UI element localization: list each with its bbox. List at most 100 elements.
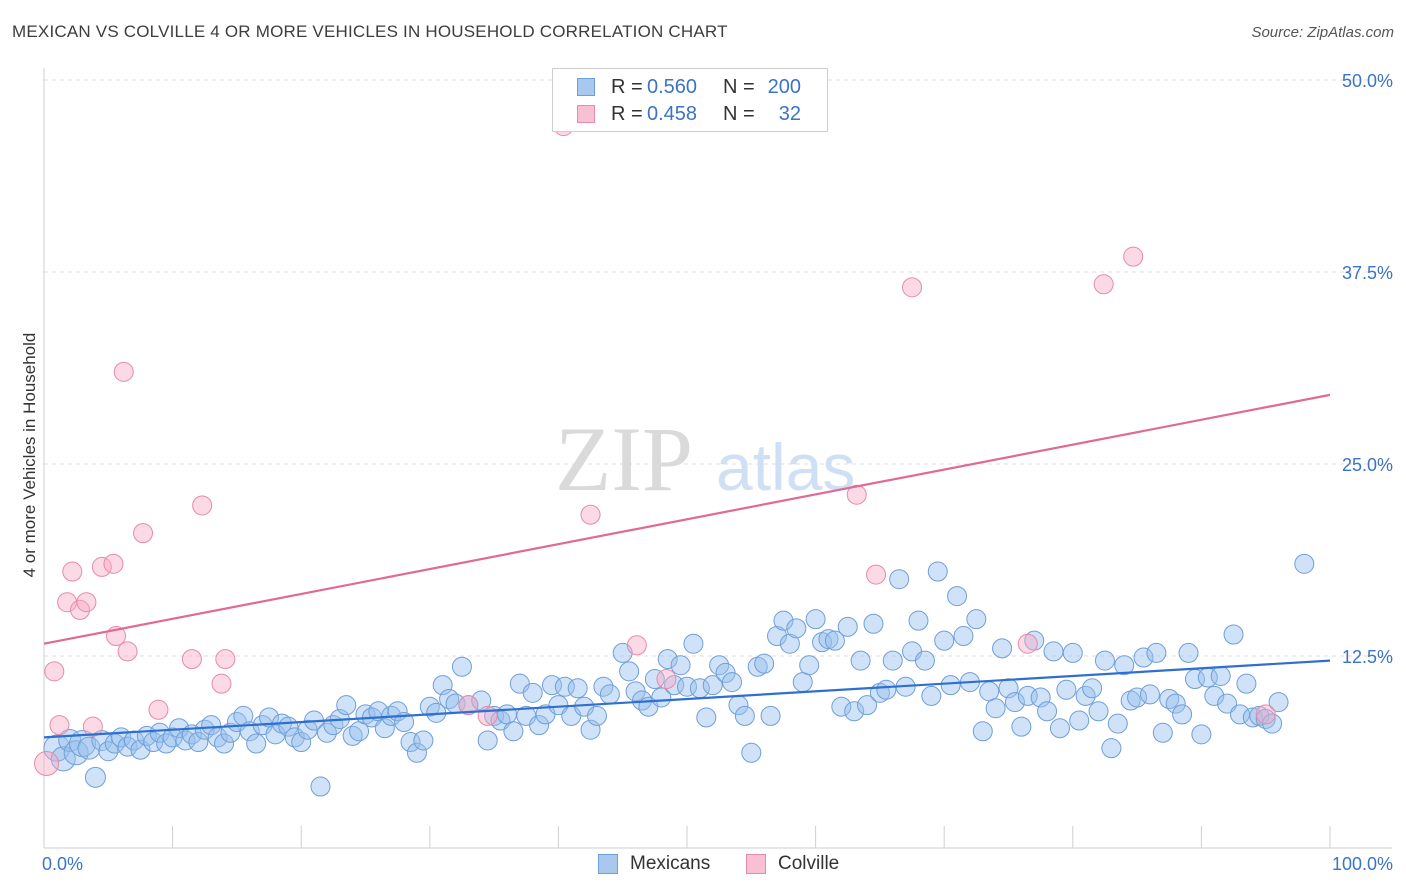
data-point-mexicans [43, 734, 71, 762]
data-point-colville [846, 484, 867, 505]
data-point-mexicans [921, 685, 942, 706]
watermark-zip: ZIP [555, 408, 693, 510]
data-point-mexicans [554, 676, 575, 697]
data-point-mexicans [50, 746, 76, 772]
data-point-colville [117, 641, 138, 662]
data-point-mexicans [1236, 673, 1257, 694]
data-point-colville [458, 695, 479, 716]
data-point-mexicans [156, 733, 177, 754]
data-point-mexicans [992, 638, 1013, 659]
data-point-mexicans [1242, 707, 1263, 728]
legend-swatch-colville [577, 105, 595, 123]
legend-label-mexicans: Mexicans [630, 853, 711, 874]
data-point-colville [902, 277, 923, 298]
data-point-mexicans [529, 715, 550, 736]
data-point-mexicans [1172, 704, 1193, 725]
data-point-mexicans [1139, 684, 1160, 705]
data-point-colville [82, 716, 103, 737]
data-point-mexicans [77, 736, 101, 760]
data-point-mexicans [496, 704, 517, 725]
data-point-colville [44, 661, 65, 682]
data-point-colville [148, 699, 169, 720]
data-point-mexicans [239, 721, 260, 742]
data-point-mexicans [214, 733, 235, 754]
data-point-mexicans [1062, 642, 1083, 663]
data-point-mexicans [1094, 650, 1115, 671]
data-point-colville [49, 715, 70, 736]
data-point-mexicans [1011, 716, 1032, 737]
data-point-mexicans [1210, 665, 1231, 686]
data-point-mexicans [419, 696, 440, 717]
grid-lines [44, 79, 1390, 657]
data-point-mexicans [503, 721, 524, 742]
data-point-mexicans [702, 675, 723, 696]
data-point-mexicans [760, 705, 781, 726]
data-point-mexicans [953, 626, 974, 647]
data-point-mexicans [857, 695, 878, 716]
data-point-mexicans [786, 618, 807, 639]
data-point-mexicans [1127, 687, 1148, 708]
data-point-mexicans [696, 707, 717, 728]
data-point-colville [70, 599, 91, 620]
legend-swatch-mexicans [577, 78, 595, 96]
data-point-colville [113, 361, 134, 382]
series-colville [34, 116, 1276, 777]
data-point-mexicans [117, 736, 138, 757]
legend-r-value: 0.560 [647, 76, 698, 98]
axes [43, 68, 1392, 849]
data-point-mexicans [651, 687, 672, 708]
data-point-colville [133, 523, 154, 544]
data-point-mexicans [850, 650, 871, 671]
series-legend: Mexicans Colville [0, 852, 1406, 878]
data-point-mexicans [754, 653, 775, 674]
data-point-mexicans [1004, 692, 1025, 713]
data-point-mexicans [1294, 553, 1315, 574]
data-point-mexicans [818, 629, 839, 650]
data-point-mexicans [889, 569, 910, 590]
data-point-mexicans [201, 715, 222, 736]
legend-swatch-mexicans [598, 854, 618, 874]
data-point-mexicans [1069, 710, 1090, 731]
data-point-mexicans [940, 675, 961, 696]
data-point-mexicans [84, 766, 106, 788]
legend-n-value: 200 [767, 76, 801, 98]
data-point-mexicans [799, 655, 820, 676]
data-point-colville [1093, 274, 1114, 295]
source-credit: Source: ZipAtlas.com [1251, 24, 1394, 41]
y-tick-label: 12.5% [1342, 647, 1393, 667]
y-tick-label: 25.0% [1342, 455, 1393, 475]
data-point-mexicans [149, 722, 170, 743]
data-point-colville [211, 673, 232, 694]
data-point-mexicans [400, 732, 421, 753]
data-point-mexicans [1114, 655, 1135, 676]
data-point-mexicans [1268, 692, 1289, 713]
data-point-mexicans [966, 609, 987, 630]
data-point-mexicans [1152, 722, 1173, 743]
data-point-mexicans [310, 776, 331, 797]
legend-swatch-colville [746, 854, 766, 874]
data-point-mexicans [1082, 678, 1103, 699]
legend-r-label: R = [611, 103, 643, 125]
trend-line-colville [43, 393, 1331, 645]
legend-row-colville: R = 0.458 N = 32 [553, 101, 827, 127]
data-point-mexicans [683, 633, 704, 654]
data-point-colville [76, 592, 97, 613]
data-point-mexicans [1017, 685, 1038, 706]
data-point-colville [656, 669, 677, 690]
data-point-mexicans [934, 630, 955, 651]
data-point-mexicans [1191, 724, 1212, 745]
data-point-mexicans [1056, 679, 1077, 700]
y-tick-label: 37.5% [1342, 263, 1393, 283]
data-point-colville [477, 705, 498, 726]
data-point-mexicans [246, 733, 267, 754]
data-point-mexicans [831, 696, 852, 717]
data-point-mexicans [979, 681, 1000, 702]
data-point-mexicans [709, 655, 730, 676]
data-point-mexicans [677, 676, 697, 697]
data-point-mexicans [1101, 738, 1122, 759]
data-point-mexicans [451, 656, 472, 677]
data-point-colville [1255, 704, 1276, 725]
data-point-mexicans [1107, 713, 1128, 734]
data-point-colville [580, 504, 601, 525]
data-point-mexicans [1075, 685, 1096, 706]
